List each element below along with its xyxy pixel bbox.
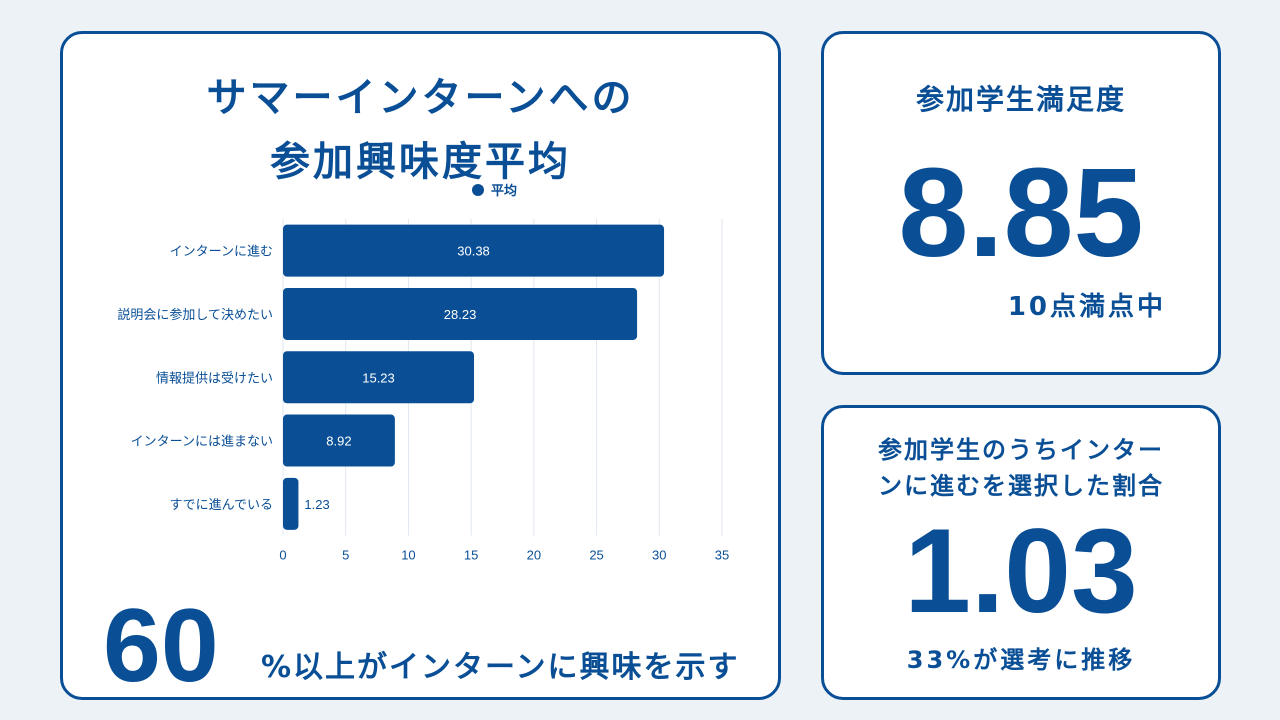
satisfaction-note: 10点満点中 bbox=[1007, 292, 1166, 322]
data-label: 1.23 bbox=[304, 497, 329, 512]
chart-title-line2: 参加興味度平均 bbox=[270, 139, 571, 185]
rate-title-line2: ンに進むを選択した割合 bbox=[878, 472, 1164, 500]
chart-title-line1: サマーインターンへの bbox=[206, 75, 635, 121]
data-label: 28.23 bbox=[444, 307, 477, 322]
big-percentage: 60 bbox=[103, 588, 219, 704]
bar bbox=[283, 224, 665, 277]
bar bbox=[283, 287, 638, 340]
category-label: すでに進んでいる bbox=[170, 498, 273, 513]
legend-marker bbox=[472, 184, 484, 196]
satisfaction-card: 参加学生満足度 8.85 10点満点中 bbox=[821, 31, 1221, 375]
satisfaction-value: 8.85 bbox=[898, 142, 1144, 283]
data-label: 30.38 bbox=[457, 244, 490, 259]
satisfaction-title: 参加学生満足度 bbox=[915, 83, 1126, 116]
rate-title-line1: 参加学生のうちインター bbox=[878, 436, 1164, 464]
rate-note: 33%が選考に推移 bbox=[906, 646, 1136, 674]
category-label: 情報提供は受けたい bbox=[156, 370, 273, 386]
data-label: 8.92 bbox=[326, 434, 351, 449]
data-label: 15.23 bbox=[362, 370, 395, 385]
x-tick-label: 0 bbox=[279, 548, 286, 563]
bar bbox=[283, 414, 395, 467]
x-tick-label: 35 bbox=[715, 548, 729, 563]
interest-card: サマーインターンへの 参加興味度平均 平均インターンに進む 30.38 説明会に参加… bbox=[60, 31, 781, 700]
x-tick-label: 10 bbox=[401, 548, 415, 563]
x-tick-label: 20 bbox=[527, 548, 541, 563]
category-label: インターンに進む bbox=[170, 245, 273, 260]
bar bbox=[283, 351, 475, 404]
x-tick-label: 25 bbox=[589, 548, 603, 563]
category-label: 説明会に参加して決めたい bbox=[117, 307, 273, 323]
x-tick-label: 15 bbox=[464, 548, 478, 563]
bar bbox=[283, 477, 299, 530]
big-percentage-caption: %以上がインターンに興味を示す bbox=[261, 650, 740, 685]
x-tick-label: 30 bbox=[652, 548, 666, 563]
category-label: インターンには進まない bbox=[131, 435, 273, 450]
rate-card: 参加学生のうちインター ンに進むを選択した割合 1.03 33%が選考に推移 bbox=[821, 405, 1221, 700]
legend-label: 平均 bbox=[491, 183, 517, 199]
rate-value: 1.03 bbox=[904, 504, 1138, 638]
x-tick-label: 5 bbox=[342, 548, 349, 563]
